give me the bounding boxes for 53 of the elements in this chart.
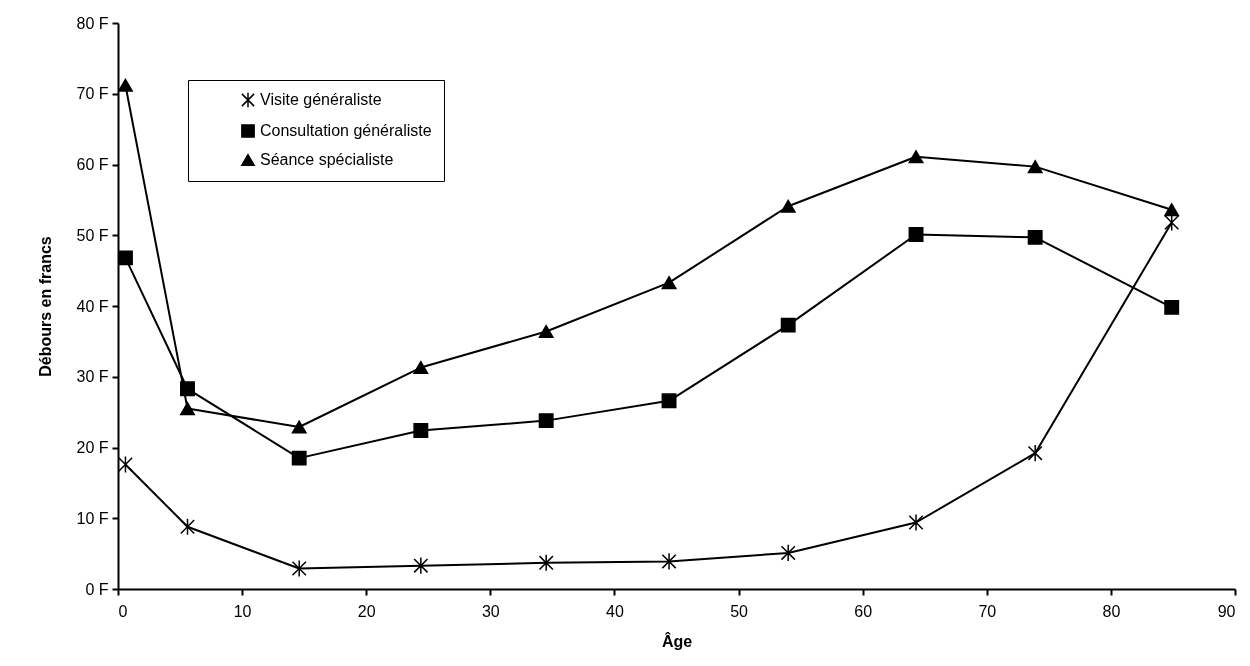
point [1164,299,1180,315]
point [180,517,195,536]
y-tick-label: 10 F [76,509,109,527]
point [291,450,307,466]
y-tick-label: 30 F [76,368,109,386]
point [180,402,195,416]
point [1164,203,1180,217]
x-tick-label: 90 [1217,602,1236,620]
x-tick-label: 0 [118,602,128,620]
point [908,513,924,532]
x-tick-label: 60 [854,602,873,620]
point [908,227,924,242]
point [661,276,677,290]
x-tick-label: 20 [357,602,376,620]
point [1027,160,1043,174]
point [780,317,796,333]
point [413,556,429,575]
point [538,413,554,429]
legend-label: Consultation généraliste [260,122,432,139]
point [180,381,195,397]
x-tick-label: 40 [606,602,624,620]
x-axis-title: Âge [661,631,693,650]
point [413,423,429,438]
y-tick-label: 80 F [76,14,109,32]
point [1027,444,1043,462]
point [661,552,677,571]
legend-label: Visite généraliste [260,91,382,108]
point [780,544,796,562]
legend-label: Séance spécialiste [260,151,394,168]
y-tick-label: 70 F [76,85,109,103]
point [780,199,796,213]
x-tick-label: 80 [1102,602,1121,620]
point [1027,229,1043,245]
y-axis-title: Débours en francs [37,236,55,377]
point [291,559,307,578]
x-tick-label: 50 [730,602,749,620]
x-tick-label: 10 [233,602,252,620]
y-tick-label: 50 F [76,226,109,244]
point [117,78,133,92]
point [291,420,307,434]
point [117,250,133,266]
point [117,455,133,474]
point [908,150,924,164]
point [538,554,554,572]
x-tick-label: 30 [481,602,500,620]
y-tick-label: 20 F [76,439,109,456]
point [661,393,677,409]
x-tick-label: 70 [978,602,997,620]
y-tick-label: 40 F [76,297,109,315]
y-tick-label: 0 F [85,580,109,598]
point [413,360,429,375]
y-tick-label: 60 F [76,156,109,173]
point [538,324,554,339]
